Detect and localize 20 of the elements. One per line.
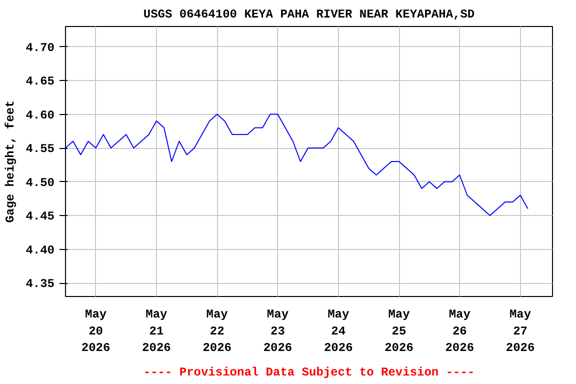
- x-tick-label: May 26 2026: [445, 308, 474, 356]
- x-tick-label: May 20 2026: [81, 308, 110, 356]
- x-tick-label: May 25 2026: [384, 308, 414, 356]
- y-tick-label: 4.35: [26, 277, 55, 291]
- line-series: [66, 114, 528, 216]
- x-tick-label: May 24 2026: [324, 308, 353, 356]
- y-tick-label: 4.50: [26, 176, 55, 190]
- x-tick-label: May 21 2026: [142, 308, 171, 356]
- y-tick-label: 4.45: [26, 210, 55, 224]
- text: ---- Provisional Data Subject to Revision ----: [143, 366, 475, 380]
- y-tick-label: 4.70: [26, 40, 55, 55]
- x-tick-label: May 22 2026: [202, 308, 232, 356]
- y-tick-label: 4.60: [26, 108, 55, 122]
- y-tick-label: 4.40: [26, 243, 55, 258]
- y-axis-title: Gage height, feet: [4, 100, 18, 223]
- y-tick-label: 4.55: [26, 142, 55, 156]
- y-tick-label: 4.65: [26, 74, 55, 88]
- x-tick-label: May 23 2026: [263, 308, 292, 356]
- x-tick-label: May 27 2026: [506, 308, 535, 356]
- chart-title: USGS 06464100 KEYA PAHA RIVER NEAR KEYAPAHA,SD: [143, 8, 475, 22]
